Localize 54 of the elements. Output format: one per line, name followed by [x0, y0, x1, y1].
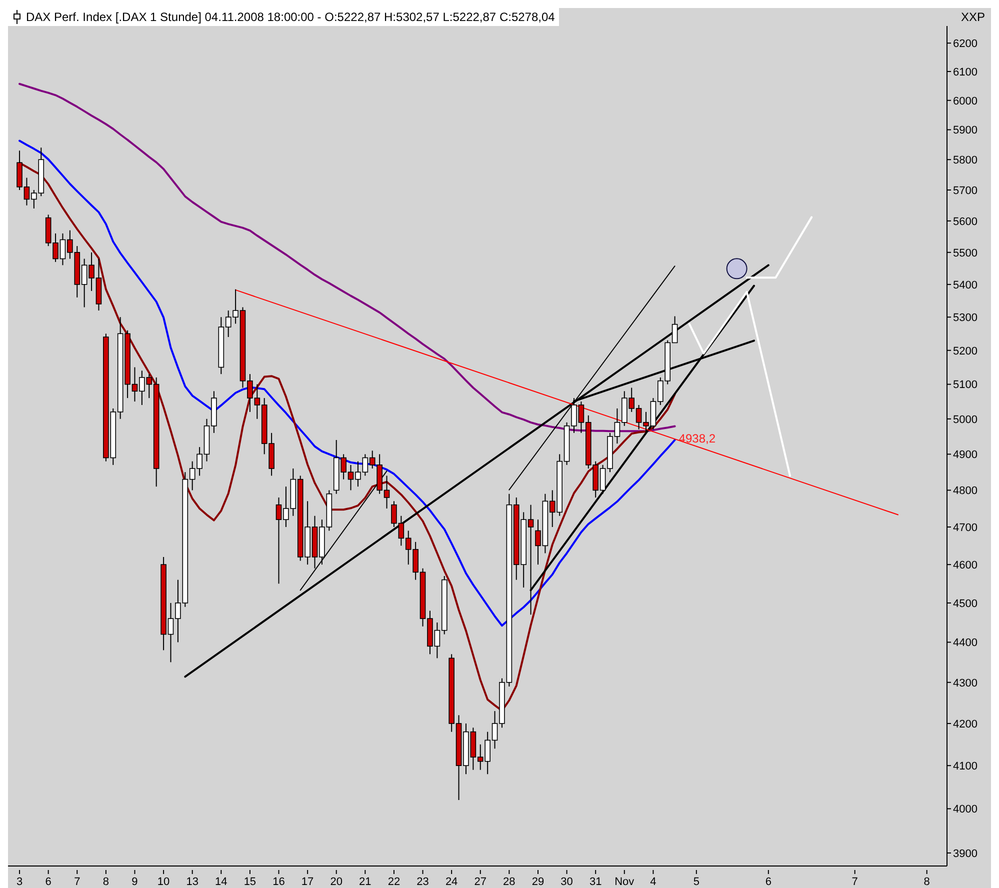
x-tick-label: 29	[532, 876, 544, 888]
x-tick-label: 27	[474, 876, 487, 888]
y-tick-label: 6000	[953, 95, 978, 108]
x-tick-label: 24	[445, 876, 458, 888]
x-tick-label: Nov	[614, 876, 635, 888]
annotation: 4938,2	[678, 431, 716, 446]
x-tick-label: 7	[74, 876, 80, 888]
x-tick-label: 5	[693, 876, 700, 888]
y-tick-label: 5800	[953, 154, 978, 167]
y-tick-label: 4300	[953, 677, 978, 690]
x-tick-label: 31	[589, 876, 602, 888]
x-tick-label: 20	[330, 876, 342, 888]
x-tick-label: 22	[388, 876, 400, 888]
x-tick-label: 30	[560, 876, 573, 888]
x-tick-label: 8	[924, 876, 930, 888]
y-tick-label: 4600	[953, 559, 978, 572]
y-axis-title: XXP	[960, 10, 985, 24]
chart-title: DAX Perf. Index [.DAX 1 Stunde] 04.11.2008 18:00:00 - O:5222,87 H:5302,57 L:5222,87 C:5278,04	[26, 10, 555, 24]
x-tick-label: 14	[215, 876, 228, 888]
y-tick-label: 4100	[953, 760, 978, 772]
y-tick-label: 5500	[953, 247, 978, 260]
y-tick-label: 4000	[953, 804, 978, 816]
y-tick-label: 6100	[953, 66, 978, 78]
x-tick-label: 3	[16, 876, 23, 888]
x-tick-label: 7	[852, 876, 858, 888]
x-tick-label: 6	[765, 876, 772, 888]
y-tick-label: 6200	[953, 38, 978, 50]
x-tick-label: 28	[503, 876, 516, 888]
y-tick-label: 5100	[953, 379, 978, 392]
y-tick-label: 4500	[953, 598, 978, 610]
x-tick-label: 10	[157, 876, 170, 888]
y-tick-label: 5900	[953, 124, 978, 137]
y-tick-label: 4800	[953, 485, 978, 498]
x-tick-label: 4	[650, 876, 656, 888]
x-tick-label: 21	[359, 876, 372, 888]
x-tick-label: 8	[102, 876, 109, 888]
x-tick-label: 6	[45, 876, 52, 888]
x-tick-label: 17	[301, 876, 314, 888]
x-tick-label: 16	[272, 876, 285, 888]
y-tick-label: 3900	[953, 848, 978, 860]
x-tick-label: 9	[132, 876, 138, 888]
y-tick-label: 5200	[953, 345, 978, 358]
y-tick-label: 4700	[953, 522, 978, 534]
y-tick-label: 5700	[953, 184, 978, 197]
y-tick-label: 4200	[953, 718, 978, 730]
y-tick-label: 5400	[953, 279, 978, 292]
y-tick-label: 5600	[953, 216, 978, 228]
y-tick-label: 4400	[953, 637, 978, 650]
x-tick-label: 15	[244, 876, 256, 888]
x-tick-label: 13	[186, 876, 198, 888]
x-tick-label: 23	[416, 876, 429, 888]
y-tick-label: 5300	[953, 312, 978, 324]
y-tick-label: 4900	[953, 449, 978, 462]
y-tick-label: 5000	[953, 414, 978, 426]
